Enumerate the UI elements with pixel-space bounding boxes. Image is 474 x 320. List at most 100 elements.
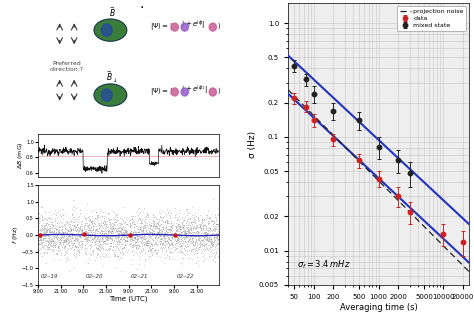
Point xyxy=(195,244,203,250)
Point xyxy=(85,242,92,247)
Point xyxy=(127,242,134,247)
Point xyxy=(169,249,176,254)
Point xyxy=(165,226,173,231)
Point xyxy=(136,236,143,241)
Point xyxy=(205,235,213,240)
Point xyxy=(122,228,130,233)
Point xyxy=(62,229,69,234)
Point xyxy=(88,240,96,245)
Point xyxy=(184,238,192,244)
Point xyxy=(166,227,173,232)
Point xyxy=(90,243,98,248)
Point xyxy=(68,242,75,247)
Point xyxy=(153,241,161,246)
X-axis label: Time (UTC): Time (UTC) xyxy=(109,295,148,302)
Point xyxy=(127,235,135,240)
Point xyxy=(202,227,210,232)
Point xyxy=(142,235,150,240)
Point xyxy=(211,246,219,251)
Point xyxy=(157,244,165,250)
Point xyxy=(119,233,127,238)
Point xyxy=(181,235,188,240)
Point xyxy=(150,219,158,224)
Point xyxy=(95,222,103,228)
Point xyxy=(129,221,137,227)
Point xyxy=(109,240,117,245)
Point xyxy=(55,244,63,249)
Point xyxy=(147,230,155,235)
Point xyxy=(169,245,176,250)
Point xyxy=(64,234,72,239)
Point xyxy=(56,240,64,245)
Point xyxy=(89,224,97,229)
Point xyxy=(187,249,195,254)
Point xyxy=(213,245,221,250)
Point xyxy=(84,229,92,235)
Point xyxy=(155,230,163,235)
Point xyxy=(137,220,145,225)
Point xyxy=(130,248,137,253)
Point xyxy=(186,230,193,236)
Point xyxy=(183,213,191,218)
Point xyxy=(120,239,128,244)
Point xyxy=(202,229,210,235)
Point xyxy=(155,226,163,231)
Point xyxy=(168,242,176,247)
Point xyxy=(66,221,74,226)
Point xyxy=(116,229,124,234)
Point xyxy=(147,220,155,226)
Point xyxy=(182,234,190,239)
Point xyxy=(120,227,128,232)
Point xyxy=(201,222,209,228)
Point xyxy=(183,207,191,212)
Point xyxy=(38,238,46,243)
Point xyxy=(174,243,182,248)
Point xyxy=(43,243,51,248)
Point xyxy=(72,217,79,222)
Point xyxy=(76,228,83,233)
Point xyxy=(133,234,141,239)
Point xyxy=(130,224,138,229)
Point xyxy=(61,248,69,253)
Point xyxy=(137,225,145,230)
Point xyxy=(55,229,63,234)
Point xyxy=(182,234,190,239)
Point xyxy=(97,231,105,236)
Point xyxy=(184,219,191,224)
Point xyxy=(68,212,76,217)
Point xyxy=(54,245,62,250)
Point xyxy=(190,241,197,246)
Point xyxy=(182,229,189,234)
Point xyxy=(73,248,80,253)
Point xyxy=(175,236,182,241)
Point xyxy=(100,217,107,222)
Point xyxy=(215,239,223,244)
Point xyxy=(153,238,161,243)
Point xyxy=(126,242,133,247)
Point xyxy=(173,224,181,229)
Point xyxy=(149,223,156,228)
Point xyxy=(211,233,219,238)
Point xyxy=(140,223,147,228)
Point xyxy=(71,233,79,238)
Point xyxy=(104,229,111,234)
Point xyxy=(129,229,137,235)
Point xyxy=(76,225,83,230)
Point xyxy=(84,227,92,232)
Point xyxy=(121,228,128,233)
Point xyxy=(127,237,134,243)
Point xyxy=(147,247,155,252)
Point xyxy=(75,233,82,238)
Point xyxy=(168,226,175,231)
Point xyxy=(35,247,43,252)
Point xyxy=(105,254,113,260)
Point xyxy=(126,230,133,235)
Point xyxy=(193,233,201,238)
Point xyxy=(65,243,73,248)
Point xyxy=(177,227,185,232)
Point xyxy=(140,234,148,239)
Point xyxy=(64,247,72,252)
Point xyxy=(117,230,125,236)
Point xyxy=(68,234,76,239)
Point xyxy=(199,249,206,254)
